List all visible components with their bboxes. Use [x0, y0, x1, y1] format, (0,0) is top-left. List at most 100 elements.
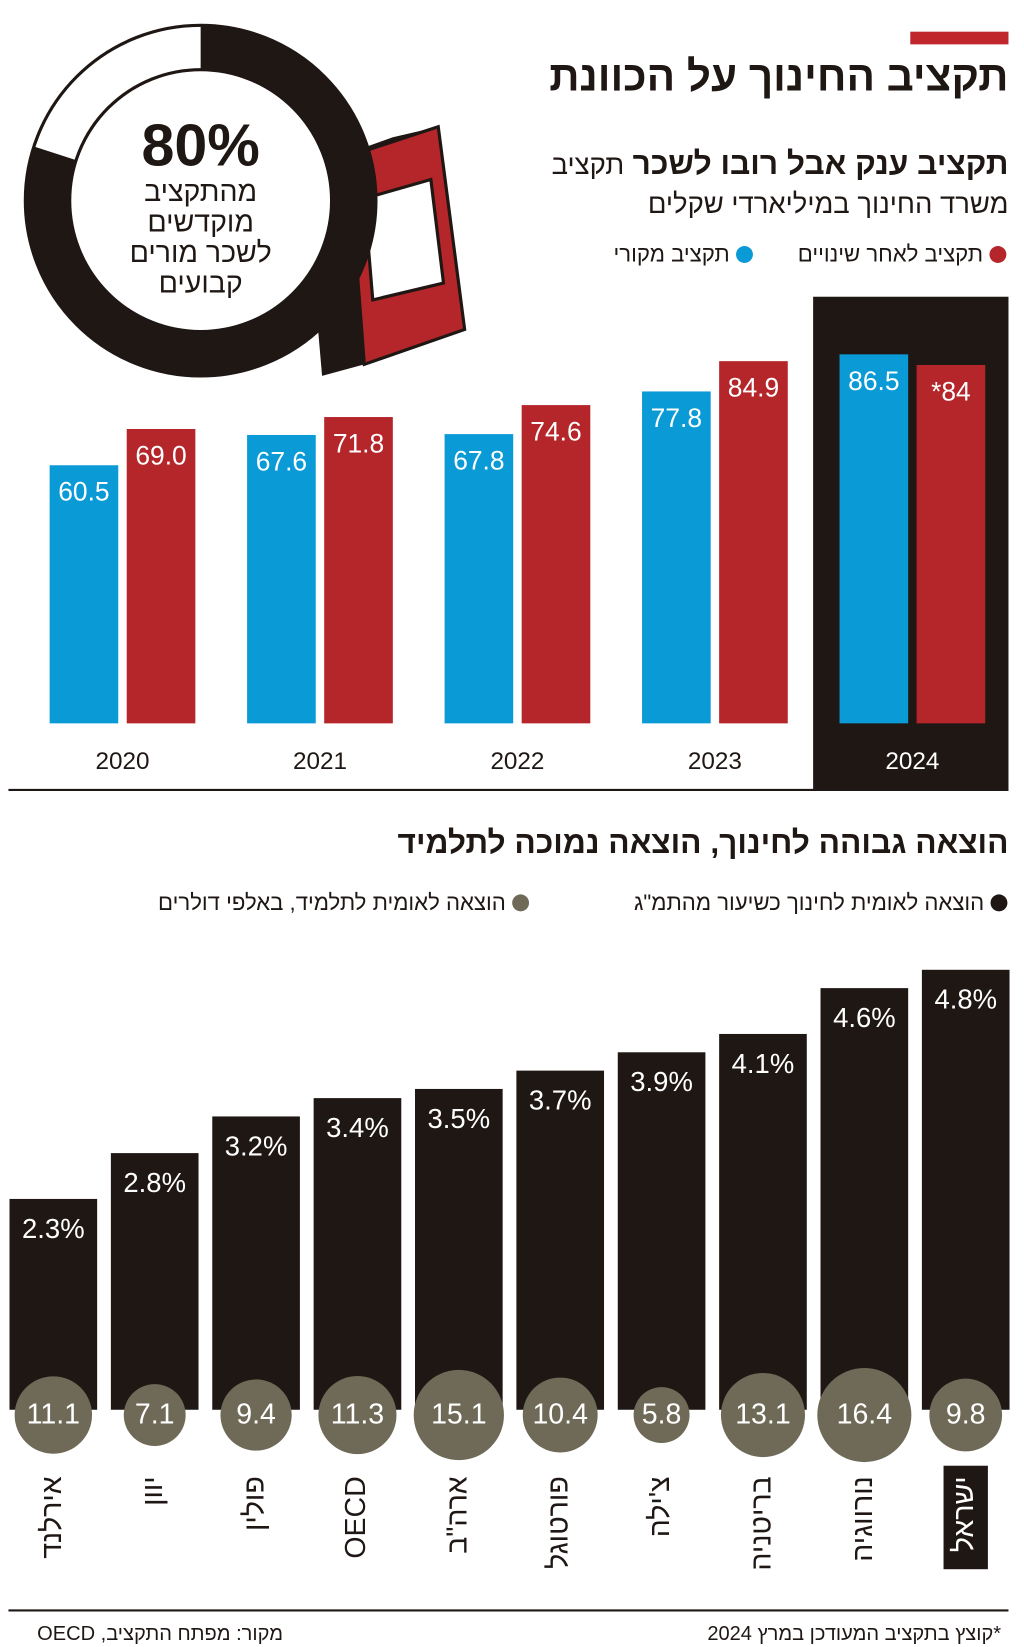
- legend-swatch: [989, 246, 1007, 263]
- bubble: [720, 1372, 806, 1458]
- bar-value-label: 2.3%: [22, 1213, 85, 1244]
- bar: [516, 1070, 605, 1410]
- bar: [719, 1033, 807, 1410]
- bubble: [413, 1369, 504, 1461]
- bar: [49, 465, 119, 724]
- accent-bar: [910, 31, 1009, 45]
- donut-value: 80%: [141, 112, 259, 179]
- category-label: יוון: [137, 1476, 169, 1506]
- bar: [110, 1153, 199, 1410]
- category-label: נורווגיה: [847, 1476, 879, 1561]
- bar-value-label: 3.9%: [630, 1066, 693, 1097]
- bubble-label: 15.1: [431, 1399, 486, 1431]
- bar-value-label: 67.6: [256, 446, 307, 476]
- bar-value-label: 3.5%: [428, 1103, 491, 1134]
- category-label: OECD: [340, 1476, 372, 1558]
- bar: [617, 1052, 706, 1410]
- category-label: ארה"ב: [441, 1476, 473, 1554]
- bubble: [929, 1378, 1003, 1452]
- bar-value-label: *84: [931, 376, 971, 406]
- bar-value-label: 74.6: [530, 417, 581, 447]
- bubble-label: 10.4: [532, 1399, 588, 1431]
- bar-value-label: 4.1%: [732, 1048, 795, 1079]
- donut-caption: מוקדשים: [147, 206, 254, 238]
- category-label: בריטניה: [745, 1476, 777, 1570]
- donut-arc: [25, 25, 376, 376]
- bar: [916, 364, 986, 724]
- bubble-label: 16.4: [837, 1399, 893, 1431]
- chart-subtitle: משרד החינוך במיליארדי שקלים: [648, 188, 1009, 219]
- bar-value-label: 2.8%: [123, 1167, 186, 1198]
- bar-value-label: 4.8%: [934, 984, 997, 1015]
- bar-value-label: 60.5: [58, 477, 109, 507]
- bubble-label: 11.3: [331, 1399, 384, 1431]
- bubble-label: 9.8: [946, 1399, 986, 1431]
- bubble: [14, 1376, 93, 1454]
- bar-value-label: 86.5: [848, 366, 899, 396]
- bubble-label: 7.1: [135, 1399, 175, 1431]
- category-label: צ'ילה: [644, 1476, 676, 1537]
- category-label: אירלנד: [36, 1476, 68, 1559]
- donut-outline: [68, 68, 334, 334]
- bar: [521, 405, 591, 724]
- x-tick-label: 2020: [96, 748, 150, 775]
- legend-label: הוצאה לאומית לחינוך כשיעור מהתמ"ג: [634, 890, 984, 915]
- bar: [247, 434, 316, 724]
- donut-caption: קבועים: [159, 268, 243, 300]
- bar: [719, 361, 788, 724]
- bubble: [318, 1375, 397, 1455]
- x-tick-label: 2023: [688, 748, 742, 775]
- x-tick-label: 2024: [885, 748, 939, 775]
- bar-value-label: 3.7%: [529, 1085, 592, 1116]
- bar: [324, 417, 393, 724]
- bar-value-label: 84.9: [728, 373, 779, 403]
- main-title: תקציב החינוך על הכוונת: [549, 52, 1008, 99]
- bubble-label: 11.1: [27, 1399, 80, 1431]
- bar: [212, 1116, 300, 1410]
- x-tick-label: 2022: [490, 748, 544, 775]
- highlight-box: [943, 1465, 988, 1570]
- legend-label: תקציב מקורי: [614, 241, 730, 266]
- bar: [9, 1198, 98, 1410]
- bar-value-label: 4.6%: [833, 1002, 896, 1033]
- bubble: [123, 1384, 186, 1446]
- bubble: [633, 1387, 690, 1444]
- bar-value-label: 3.4%: [326, 1112, 389, 1143]
- bubble: [220, 1379, 292, 1451]
- bar: [839, 354, 909, 724]
- bar: [642, 391, 711, 724]
- chart-title: הוצאה גבוהה לחינוך, הוצאה נמוכה לתלמיד: [398, 824, 1009, 860]
- bar-value-label: 71.8: [333, 429, 384, 459]
- category-label: פורטוגל: [543, 1476, 575, 1569]
- bar: [921, 969, 1010, 1410]
- bar: [415, 1088, 503, 1410]
- chart-subtitle: תקציב: [552, 149, 625, 180]
- canvas: תקציב החינוך על הכוונת *קוצץ בתקציב המעו…: [8, 23, 1010, 1645]
- bar-value-label: 77.8: [651, 403, 702, 433]
- bubble-label: 13.1: [735, 1399, 790, 1431]
- bar: [126, 428, 196, 724]
- legend-label: הוצאה לאומית לתלמיד, באלפי דולרים: [158, 890, 506, 915]
- bubble-label: 5.8: [642, 1399, 682, 1431]
- bubble-label: 9.4: [236, 1399, 276, 1431]
- donut-caption: מהתקציב: [144, 176, 257, 208]
- footnote: *קוצץ בתקציב המעודכן במרץ 2024: [707, 1623, 1001, 1645]
- legend-label: תקציב לאחר שינויים: [798, 241, 983, 266]
- x-tick-label: 2021: [293, 748, 347, 775]
- bar: [820, 988, 909, 1410]
- bar-value-label: 69.0: [135, 440, 186, 470]
- bar: [313, 1098, 402, 1410]
- legend-swatch: [736, 246, 753, 263]
- legend-swatch: [512, 894, 530, 912]
- category-label: ישראל: [948, 1476, 980, 1552]
- donut-caption: לשכר מורים: [130, 237, 272, 269]
- bar: [444, 434, 514, 724]
- chart-subtitle: תקציב ענק אבל רובו לשכר: [633, 145, 1009, 181]
- bar-value-label: 3.2%: [225, 1130, 288, 1161]
- category-label: פולין: [239, 1476, 271, 1531]
- legend-swatch: [990, 894, 1008, 912]
- source: מקור: מפתח התקציב, OECD: [37, 1623, 283, 1645]
- bubble: [817, 1367, 912, 1463]
- bubble: [522, 1377, 598, 1453]
